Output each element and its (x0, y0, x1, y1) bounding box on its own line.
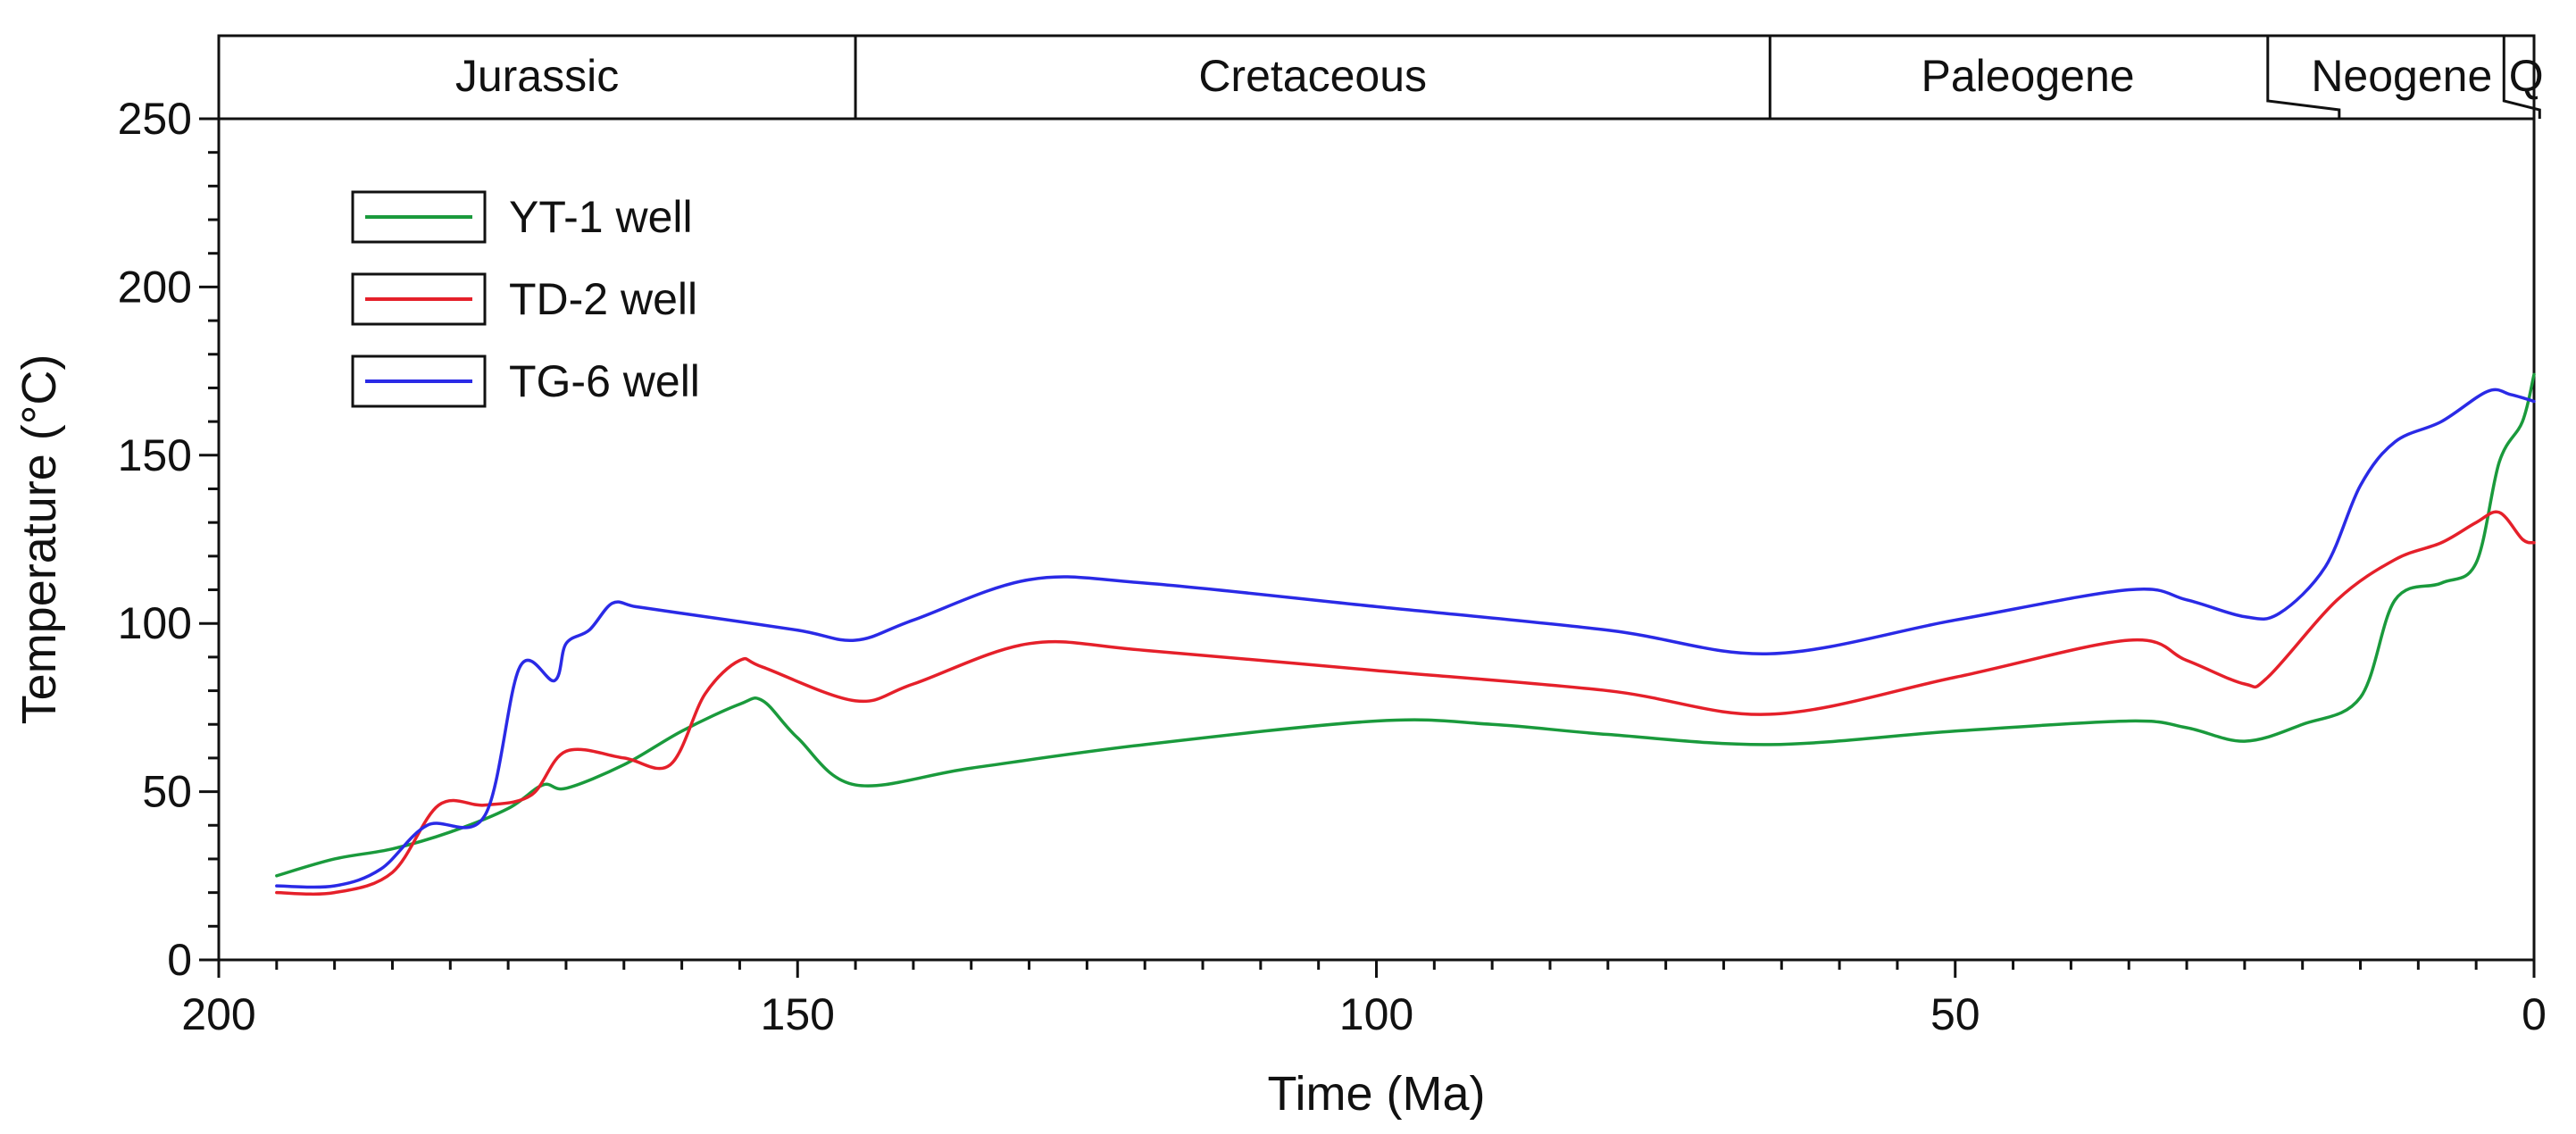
period-label-cretaceous: Cretaceous (1198, 51, 1427, 101)
legend-swatch-box (351, 354, 487, 408)
legend-swatch-box (351, 272, 487, 326)
x-tick-label: 0 (2522, 989, 2547, 1039)
x-tick-label: 200 (181, 989, 255, 1039)
series-line-td-2-well (275, 510, 2536, 896)
period-label-q: Q (2509, 51, 2544, 101)
series-group (275, 372, 2536, 896)
x-tick-label: 150 (761, 989, 835, 1039)
legend-label-yt-1-well: YT-1 well (509, 192, 693, 242)
x-axis-title: Time (Ma) (1268, 1067, 1486, 1121)
legend: YT-1 well TD-2 well TG-6 well (351, 190, 700, 408)
period-label-neogene: Neogene (2311, 51, 2492, 101)
y-tick-label: 50 (142, 767, 192, 817)
plot-frame (217, 117, 2536, 962)
legend-label-tg-6-well: TG-6 well (509, 356, 700, 406)
y-axis-title: Temperature (°C) (13, 354, 66, 725)
period-divider (2266, 36, 2341, 119)
y-tick-label: 200 (118, 262, 192, 312)
x-tick-label: 100 (1339, 989, 1413, 1039)
series-line-yt-1-well (275, 372, 2536, 878)
y-tick-label: 0 (167, 935, 192, 985)
legend-swatch-box (351, 190, 487, 244)
y-tick-label: 150 (118, 430, 192, 480)
geologic-period-bar: Jurassic Cretaceous Paleogene Neogene Q (217, 34, 2544, 121)
x-tick-label: 50 (1930, 989, 1980, 1039)
series-line-tg-6-well (275, 388, 2536, 889)
period-label-paleogene: Paleogene (1921, 51, 2134, 101)
x-axis: 200 150 100 50 0 (181, 960, 2547, 1039)
y-tick-label: 250 (118, 94, 192, 144)
period-label-jurassic: Jurassic (455, 51, 619, 101)
period-divider (2502, 36, 2541, 119)
legend-label-td-2-well: TD-2 well (509, 274, 697, 324)
y-tick-label: 100 (118, 598, 192, 648)
y-axis: 0 50 100 150 200 250 (118, 94, 219, 985)
